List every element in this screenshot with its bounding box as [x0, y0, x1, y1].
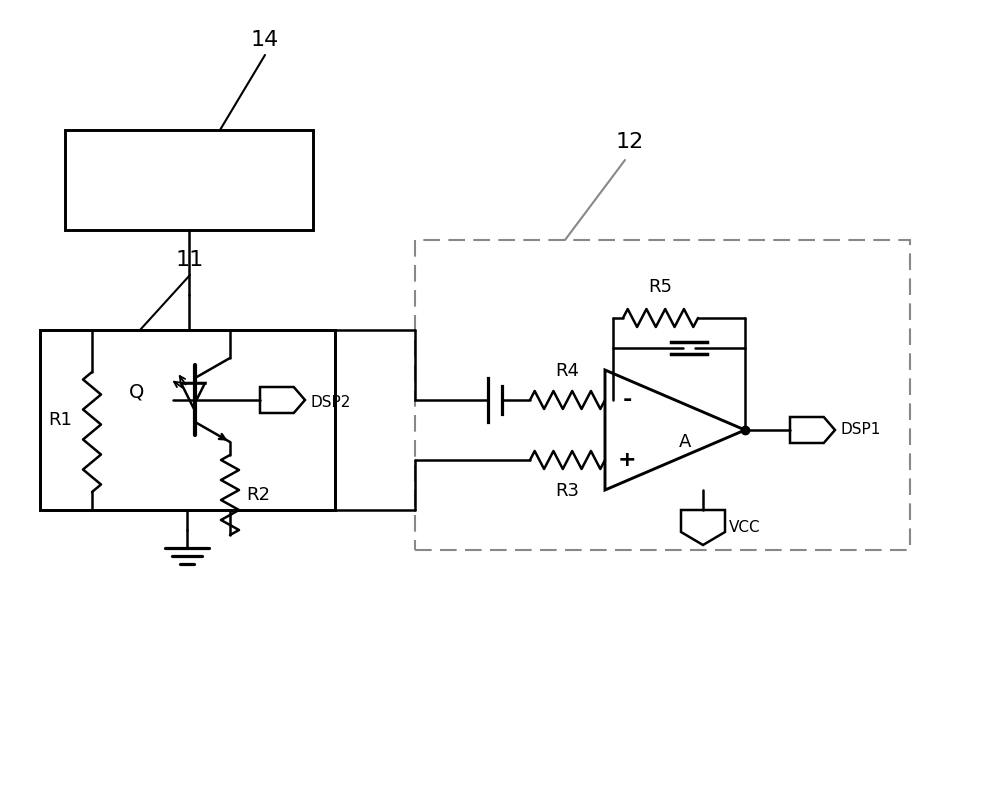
- Text: A: A: [679, 433, 691, 451]
- Text: R3: R3: [555, 482, 579, 500]
- Text: 12: 12: [616, 132, 644, 152]
- Text: R1: R1: [48, 411, 72, 429]
- Bar: [40, 330, 335, 510]
- Bar: [415, 240, 910, 550]
- Text: 14: 14: [251, 30, 279, 50]
- Text: VCC: VCC: [729, 521, 761, 535]
- Text: R5: R5: [648, 278, 672, 296]
- Text: DSP2: DSP2: [310, 395, 350, 411]
- Text: Q: Q: [129, 382, 145, 402]
- Text: R4: R4: [555, 362, 579, 380]
- Bar: [65, 130, 313, 230]
- Text: +: +: [618, 450, 636, 470]
- Text: 11: 11: [176, 250, 204, 270]
- Text: -: -: [622, 390, 632, 410]
- Text: R2: R2: [246, 486, 270, 504]
- Text: DSP1: DSP1: [840, 423, 880, 437]
